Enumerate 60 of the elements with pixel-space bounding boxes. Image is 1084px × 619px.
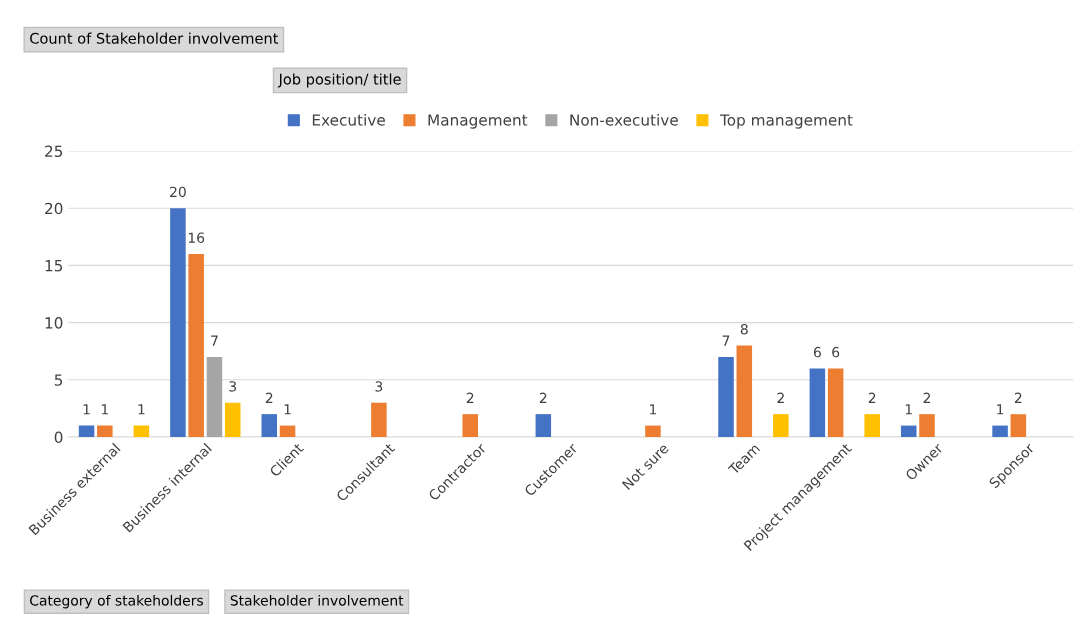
data-label: 1 bbox=[284, 404, 291, 415]
bar bbox=[261, 414, 278, 438]
data-label: 3 bbox=[375, 381, 383, 392]
data-label: 1 bbox=[997, 404, 1004, 415]
bar bbox=[773, 414, 789, 438]
chart-title: Count of Stakeholder involvement bbox=[30, 32, 279, 44]
y-tick-label: 25 bbox=[45, 145, 63, 158]
bar bbox=[919, 414, 935, 438]
data-label: 7 bbox=[722, 335, 730, 346]
data-label: 2 bbox=[923, 392, 931, 403]
text: Stakeholder involvement bbox=[230, 594, 404, 606]
bar bbox=[736, 345, 753, 438]
y-tick-label: 5 bbox=[54, 374, 63, 386]
y-tick-label: 15 bbox=[45, 260, 63, 272]
y-tick-label: 10 bbox=[45, 317, 63, 329]
bar bbox=[206, 356, 223, 438]
data-label: 2 bbox=[777, 392, 784, 403]
bar bbox=[645, 425, 661, 438]
data-label: 1 bbox=[83, 404, 90, 415]
legend-label: Management bbox=[428, 114, 528, 129]
bar bbox=[170, 208, 186, 438]
data-label: 16 bbox=[188, 232, 205, 243]
legend-label: Non-executive bbox=[570, 113, 678, 126]
bar bbox=[371, 402, 387, 438]
data-label: 6 bbox=[813, 346, 821, 358]
data-label: 1 bbox=[138, 404, 145, 415]
bar bbox=[827, 368, 844, 438]
text: Category of stakeholders bbox=[30, 594, 203, 609]
data-label: 7 bbox=[211, 335, 218, 346]
bar bbox=[864, 414, 880, 438]
bar bbox=[718, 356, 734, 438]
data-label: 2 bbox=[1014, 392, 1022, 403]
legend-title: Job position/ title bbox=[277, 73, 401, 88]
data-label: 1 bbox=[650, 404, 657, 415]
bar bbox=[992, 425, 1008, 438]
data-label: 3 bbox=[229, 381, 237, 392]
data-label: 2 bbox=[265, 392, 273, 403]
bar bbox=[1010, 414, 1027, 438]
bar bbox=[279, 425, 296, 438]
bar bbox=[78, 425, 95, 438]
data-label: 1 bbox=[101, 404, 108, 415]
data-label: 2 bbox=[466, 392, 474, 403]
y-tick-label: 0 bbox=[54, 431, 63, 444]
bar bbox=[809, 368, 826, 438]
bar bbox=[133, 425, 150, 438]
bar bbox=[462, 414, 478, 438]
bar bbox=[188, 253, 204, 438]
legend-label: Top management bbox=[719, 114, 853, 129]
data-label: 1 bbox=[905, 404, 912, 415]
data-label: 8 bbox=[740, 323, 748, 335]
y-tick-label: 20 bbox=[45, 202, 63, 215]
data-label: 6 bbox=[832, 346, 840, 358]
legend-label: Executive bbox=[312, 113, 385, 126]
data-label: 20 bbox=[170, 186, 186, 198]
bar bbox=[900, 425, 917, 438]
bar bbox=[97, 425, 113, 438]
data-label: 2 bbox=[539, 392, 547, 403]
data-label: 2 bbox=[868, 392, 876, 403]
bar bbox=[224, 402, 241, 438]
bar bbox=[535, 414, 552, 438]
